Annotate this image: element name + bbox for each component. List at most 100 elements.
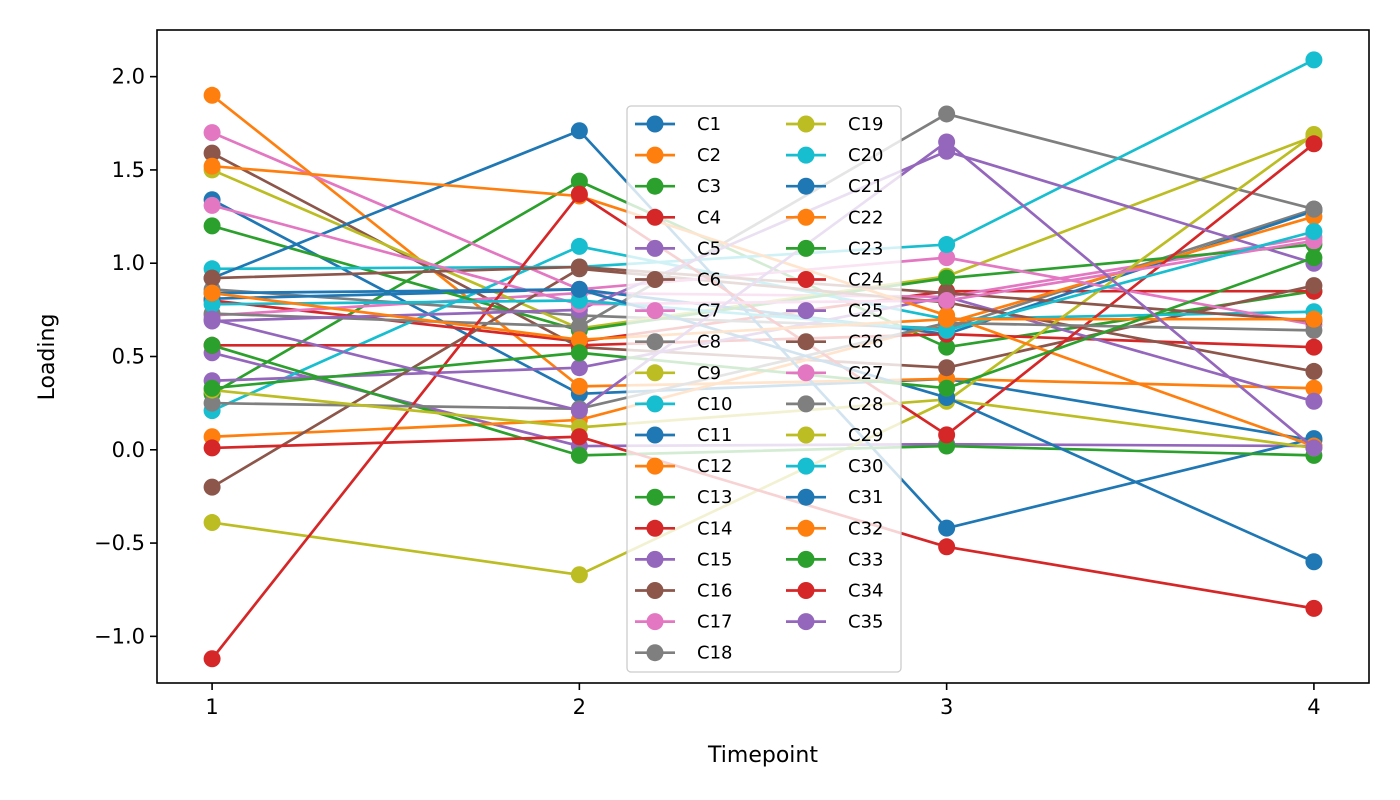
y-tick-label: 1.5 <box>112 158 145 182</box>
data-point <box>570 185 588 203</box>
legend-label: C10 <box>697 394 732 415</box>
legend-label: C18 <box>697 643 732 664</box>
legend-label: C1 <box>697 114 721 135</box>
legend-label: C19 <box>848 114 883 135</box>
data-point <box>570 237 588 255</box>
data-point <box>570 566 588 584</box>
x-axis: 1 2 3 4 <box>205 683 1321 719</box>
legend-label: C29 <box>848 425 883 446</box>
data-point <box>203 284 221 302</box>
legend-label: C5 <box>697 238 721 259</box>
legend-marker <box>646 177 664 195</box>
data-point <box>1305 135 1323 153</box>
legend-label: C9 <box>697 363 721 384</box>
data-point <box>203 196 221 214</box>
legend-label: C2 <box>697 145 721 166</box>
data-point <box>1305 200 1323 218</box>
legend-label: C6 <box>697 270 721 291</box>
legend-marker <box>797 208 815 226</box>
legend-item: C23 <box>786 238 883 259</box>
legend-item: C15 <box>635 549 732 570</box>
data-point <box>938 236 956 254</box>
data-point <box>570 280 588 298</box>
data-point <box>570 122 588 140</box>
legend-item: C16 <box>635 581 732 602</box>
legend-item: C6 <box>635 270 721 291</box>
legend-label: C13 <box>697 487 732 508</box>
legend-label: C32 <box>848 518 883 539</box>
data-point <box>570 402 588 420</box>
data-point <box>938 249 956 267</box>
y-tick-label: 1.0 <box>112 251 145 275</box>
legend-item: C12 <box>635 456 732 477</box>
legend-marker <box>797 550 815 568</box>
legend-item: C22 <box>786 207 883 228</box>
data-point <box>203 394 221 412</box>
legend-label: C33 <box>848 549 883 570</box>
data-point <box>203 514 221 532</box>
data-point <box>203 157 221 175</box>
y-tick-label: 2.0 <box>112 65 145 89</box>
x-tick-label: 4 <box>1307 695 1320 719</box>
x-tick-label: 2 <box>573 695 586 719</box>
legend-item: C18 <box>635 643 732 664</box>
data-point <box>938 338 956 356</box>
legend-item: C26 <box>786 332 883 353</box>
legend-label: C7 <box>697 301 721 322</box>
legend-marker <box>797 333 815 351</box>
data-point <box>203 478 221 496</box>
legend-label: C35 <box>848 612 883 633</box>
legend-item: C13 <box>635 487 732 508</box>
y-tick-label: −0.5 <box>94 531 145 555</box>
legend-marker <box>646 426 664 444</box>
data-point <box>938 538 956 556</box>
data-point <box>938 379 956 397</box>
legend-marker <box>646 550 664 568</box>
legend-item: C8 <box>635 332 721 353</box>
legend-item: C9 <box>635 363 721 384</box>
x-axis-label: Timepoint <box>707 743 818 768</box>
data-point <box>938 519 956 537</box>
legend-item: C14 <box>635 518 732 539</box>
legend-label: C21 <box>848 176 883 197</box>
legend-marker <box>797 177 815 195</box>
legend-marker <box>797 613 815 631</box>
legend-label: C26 <box>848 332 883 353</box>
legend-label: C25 <box>848 301 883 322</box>
legend-marker <box>797 364 815 382</box>
data-point <box>1305 222 1323 240</box>
data-point <box>938 105 956 123</box>
data-point <box>1305 51 1323 69</box>
legend-marker <box>797 271 815 288</box>
legend-item: C28 <box>786 394 883 415</box>
legend-label: C20 <box>848 145 883 166</box>
legend-item: C5 <box>635 238 721 259</box>
legend-item: C30 <box>786 456 883 477</box>
legend-marker <box>646 239 664 257</box>
legend-marker <box>797 302 815 320</box>
legend-item: C21 <box>786 176 883 197</box>
legend-label: C34 <box>848 581 883 602</box>
legend-item: C1 <box>635 114 721 135</box>
data-point <box>203 379 221 397</box>
data-point <box>938 269 956 287</box>
legend-label: C30 <box>848 456 883 477</box>
legend-item: C34 <box>786 581 883 602</box>
data-point <box>938 359 956 377</box>
data-point <box>203 439 221 457</box>
legend-marker <box>646 519 664 537</box>
legend-item: C31 <box>786 487 883 508</box>
legend-item: C27 <box>786 363 883 384</box>
data-point <box>1305 553 1323 571</box>
legend-label: C3 <box>697 176 721 197</box>
legend-marker <box>646 333 664 351</box>
legend-item: C20 <box>786 145 883 166</box>
legend-item: C24 <box>786 270 883 291</box>
data-point <box>203 144 221 162</box>
legend-marker <box>646 302 664 320</box>
data-point <box>203 269 221 287</box>
data-point <box>570 377 588 395</box>
legend-marker <box>646 457 664 475</box>
legend-marker <box>797 582 815 599</box>
